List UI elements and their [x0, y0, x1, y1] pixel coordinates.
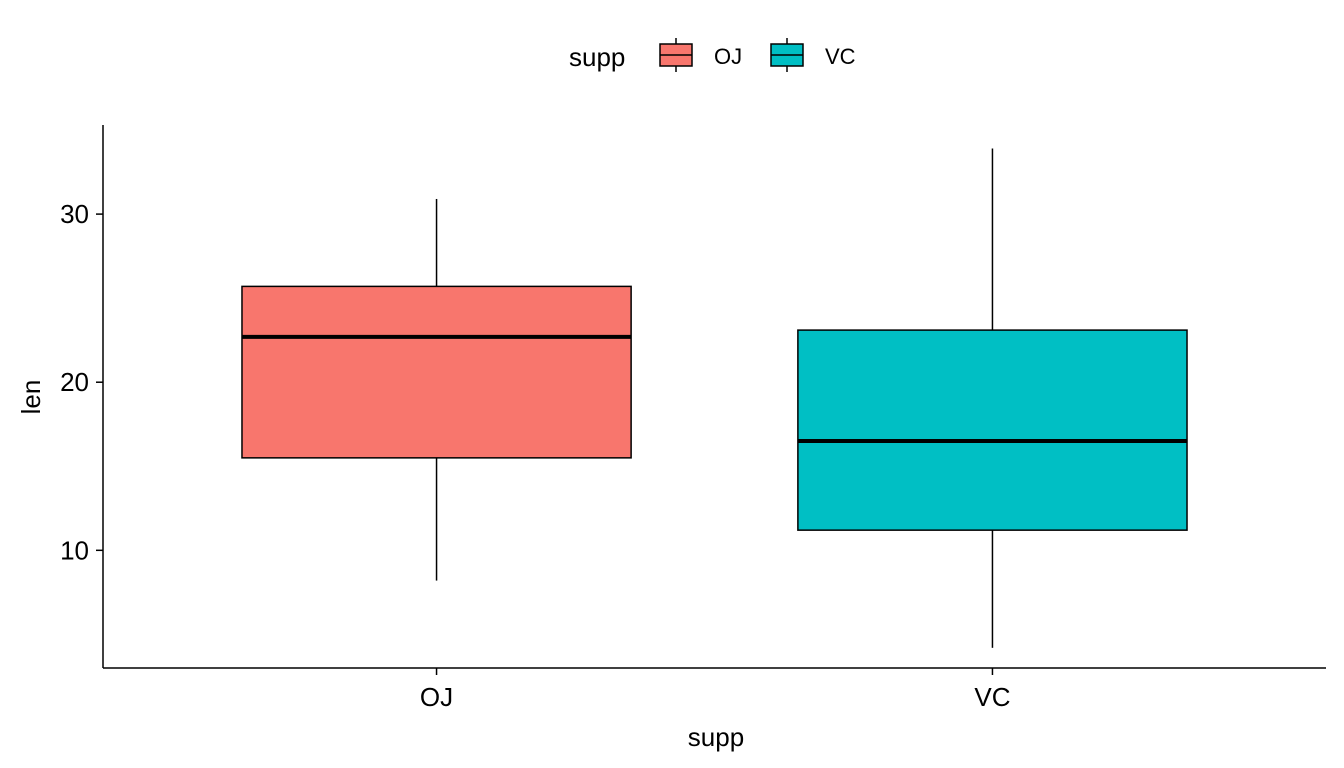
legend-key-oj [659, 38, 693, 72]
x-axis-title: supp [688, 722, 744, 752]
x-tick-label: VC [974, 682, 1010, 712]
y-tick-label: 30 [60, 199, 89, 229]
x-tick-label: OJ [420, 682, 453, 712]
box-iqr [797, 329, 1188, 531]
box-vc [797, 148, 1188, 648]
legend-label-vc: VC [825, 44, 856, 69]
y-axis-ticks: 10 20 30 [60, 199, 103, 565]
y-tick-label: 20 [60, 367, 89, 397]
legend-key-vc [770, 38, 804, 72]
x-axis-ticks: OJ VC [420, 668, 1011, 712]
box-oj [241, 198, 632, 581]
legend: supp OJ VC [569, 38, 856, 72]
legend-label-oj: OJ [714, 44, 742, 69]
box-iqr [241, 285, 632, 459]
y-axis-title: len [16, 380, 46, 415]
legend-title: supp [569, 42, 625, 72]
y-tick-label: 10 [60, 535, 89, 565]
boxes [241, 148, 1188, 648]
